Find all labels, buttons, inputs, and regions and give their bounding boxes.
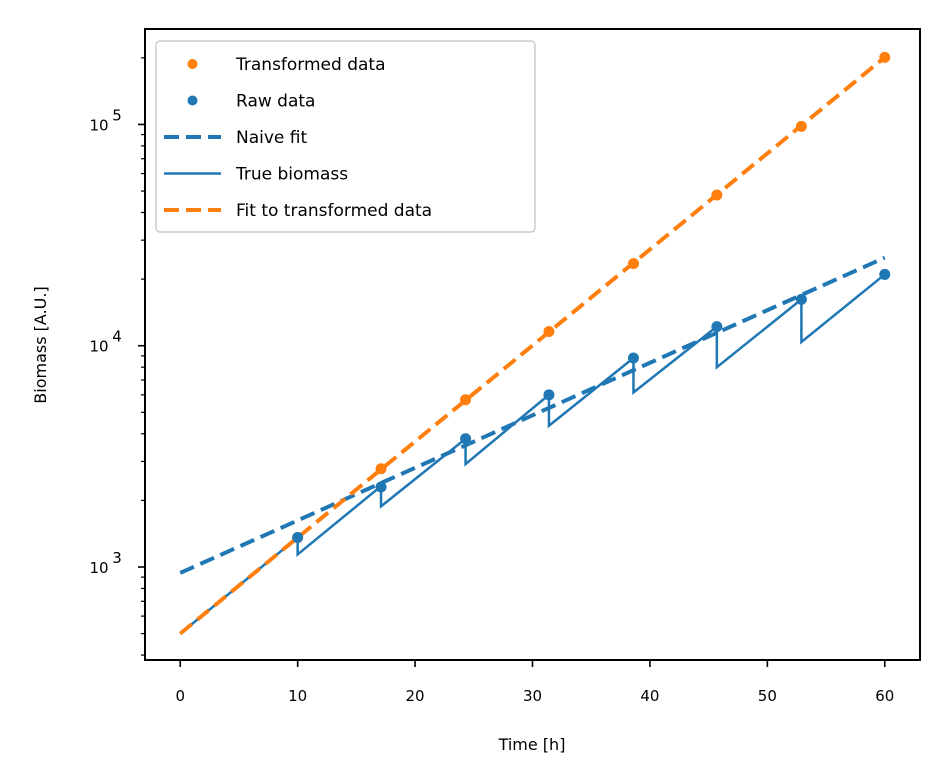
- x-axis-label: Time [h]: [498, 735, 566, 754]
- legend-label: True biomass: [235, 165, 348, 185]
- series-0-point: [543, 325, 555, 337]
- series-1-point: [795, 293, 807, 305]
- legend-marker: [187, 59, 198, 69]
- series-0-point: [460, 394, 472, 406]
- series-1-point: [543, 389, 555, 401]
- x-tick-label: 0: [175, 687, 185, 705]
- legend-box: [155, 40, 536, 233]
- y-tick-exponent: 4: [112, 328, 122, 346]
- series-1-point: [627, 352, 639, 364]
- y-tick-label: 10: [89, 338, 108, 356]
- series-0-point: [627, 258, 639, 270]
- y-axis-label: Biomass [A.U.]: [31, 286, 50, 403]
- series-1-point: [879, 268, 891, 280]
- series-1-point: [711, 321, 723, 333]
- x-tick-label: 50: [758, 687, 777, 705]
- series-0-point: [711, 189, 723, 201]
- x-tick-label: 40: [640, 687, 659, 705]
- series-0-point: [879, 51, 891, 63]
- series-1-point: [375, 481, 387, 493]
- series-3-line: [179, 273, 886, 635]
- x-tick-label: 30: [523, 687, 542, 705]
- legend-marker: [187, 95, 198, 106]
- legend-label: Raw data: [236, 92, 315, 112]
- series-2-line: [179, 255, 886, 575]
- legend-label: Naive fit: [236, 128, 307, 148]
- x-tick-label: 60: [875, 687, 894, 705]
- y-tick-label: 10: [89, 559, 108, 577]
- plot-content: [178, 51, 891, 636]
- legend: Transformed data Raw data Naive fit True bi…: [155, 40, 536, 233]
- series-4-line: [178, 55, 887, 636]
- series-0-point: [795, 120, 807, 132]
- series-1-point: [292, 531, 304, 543]
- y-tick-exponent: 5: [112, 106, 122, 124]
- series-1-point: [460, 433, 472, 445]
- legend-label: Transformed data: [235, 55, 386, 75]
- x-tick-label: 20: [406, 687, 425, 705]
- legend-label: Fit to transformed data: [236, 201, 432, 221]
- series-0-point: [375, 463, 387, 475]
- x-axis: 0 10 20 30 40 50 60: [175, 660, 894, 705]
- y-tick-exponent: 3: [112, 549, 122, 567]
- y-tick-label: 10: [89, 116, 108, 134]
- x-tick-label: 10: [288, 687, 307, 705]
- plot-frame: [144, 28, 921, 661]
